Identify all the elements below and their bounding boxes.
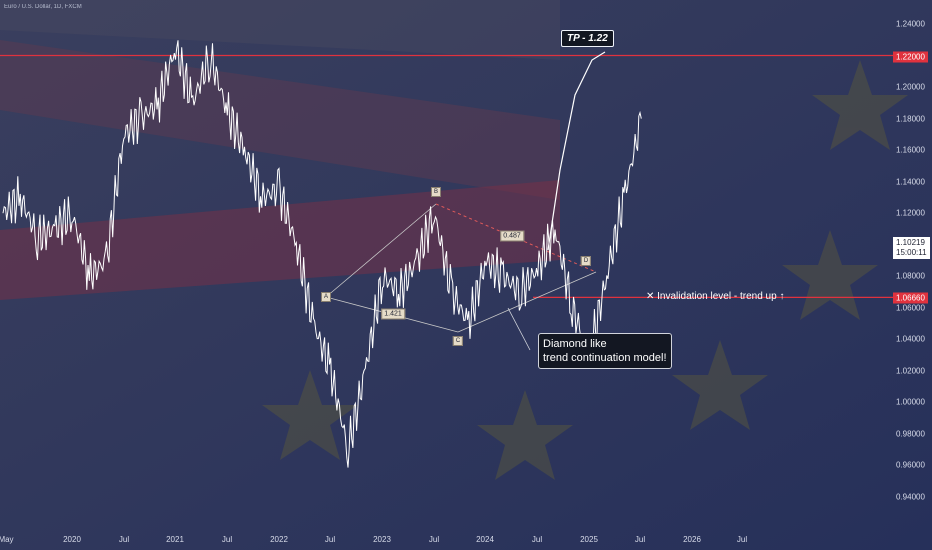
price-tick-label: 1.12000 — [896, 208, 925, 218]
tp-label[interactable]: TP - 1.22 — [561, 30, 614, 47]
last-price-value: 1.10219 — [896, 238, 925, 247]
ratio-label[interactable]: 1.421 — [381, 308, 405, 320]
time-tick-label: Jul — [428, 535, 440, 544]
price-tick-label: 1.24000 — [896, 19, 925, 29]
pattern-callout[interactable]: Diamond like trend continuation model! — [538, 333, 672, 369]
time-tick-label: 2020 — [63, 535, 81, 544]
countdown-value: 15:00:11 — [896, 248, 927, 257]
callout-line-1: Diamond like — [543, 338, 607, 350]
price-tick-label: 1.02000 — [896, 366, 925, 376]
price-tick-label: 1.08000 — [896, 271, 925, 281]
symbol-title: Euro / U.S. Dollar, 1D, FXCM — [4, 4, 82, 10]
wave-label-d[interactable]: D — [580, 256, 592, 266]
price-tick-label: 0.96000 — [896, 460, 925, 470]
price-axis[interactable]: 1.24000 1.20000 1.18000 1.16000 1.14000 1.120… — [866, 0, 932, 530]
wave-label-b[interactable]: B — [430, 187, 442, 197]
eu-stars — [262, 60, 908, 480]
price-tick-label: 1.18000 — [896, 114, 925, 124]
wave-label-c[interactable]: C — [452, 336, 464, 346]
invalidation-label[interactable]: ✕ Invalidation level - trend up ↑ — [646, 291, 785, 302]
time-tick-label: May — [0, 535, 14, 544]
last-price-tag: 1.10219 15:00:11 — [893, 237, 930, 259]
price-tick-label: 1.14000 — [896, 177, 925, 187]
price-tick-label: 1.16000 — [896, 145, 925, 155]
flag-stripe — [0, 40, 560, 200]
price-series-line — [2, 40, 642, 468]
time-axis[interactable]: May 2020 Jul 2021 Jul 2022 Jul 2023 Jul 2024 Jul 20… — [0, 532, 866, 550]
flag-stripe — [0, 0, 560, 60]
time-tick-label: Jul — [736, 535, 748, 544]
time-tick-label: 2021 — [166, 535, 184, 544]
wave-label-a[interactable]: A — [320, 292, 332, 302]
time-tick-label: 2023 — [373, 535, 391, 544]
time-tick-label: Jul — [634, 535, 646, 544]
invalidation-price-tag: 1.06660 — [893, 292, 928, 304]
time-tick-label: 2026 — [683, 535, 701, 544]
price-tick-label: 1.20000 — [896, 82, 925, 92]
price-tick-label: 1.00000 — [896, 397, 925, 407]
target-price-tag: 1.22000 — [893, 51, 928, 63]
callout-line-2: trend continuation model! — [543, 352, 667, 364]
price-tick-label: 1.04000 — [896, 334, 925, 344]
price-tick-label: 1.06000 — [896, 303, 925, 313]
time-tick-label: Jul — [221, 535, 233, 544]
time-tick-label: 2022 — [270, 535, 288, 544]
time-tick-label: Jul — [531, 535, 543, 544]
callout-pointer — [507, 307, 531, 351]
time-tick-label: Jul — [324, 535, 336, 544]
pattern-line — [325, 203, 437, 298]
price-tick-label: 0.94000 — [896, 492, 925, 502]
time-tick-label: 2024 — [476, 535, 494, 544]
pattern-line — [457, 271, 597, 333]
time-tick-label: 2025 — [580, 535, 598, 544]
projection-line — [547, 51, 606, 251]
time-tick-label: Jul — [118, 535, 130, 544]
price-tick-label: 0.98000 — [896, 429, 925, 439]
ratio-label[interactable]: 0.487 — [500, 230, 524, 242]
